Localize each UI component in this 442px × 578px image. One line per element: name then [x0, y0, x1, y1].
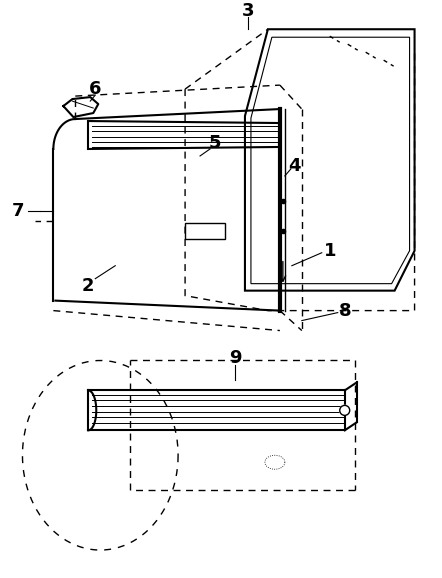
Text: 4: 4: [289, 157, 301, 175]
Text: 7: 7: [12, 202, 25, 220]
Text: 3: 3: [242, 2, 254, 20]
Text: 9: 9: [229, 350, 241, 368]
Text: 5: 5: [209, 134, 221, 152]
Text: 6: 6: [89, 80, 102, 98]
Text: 2: 2: [82, 277, 95, 295]
Text: 1: 1: [324, 242, 336, 260]
Text: 8: 8: [339, 302, 351, 320]
Circle shape: [340, 405, 350, 416]
